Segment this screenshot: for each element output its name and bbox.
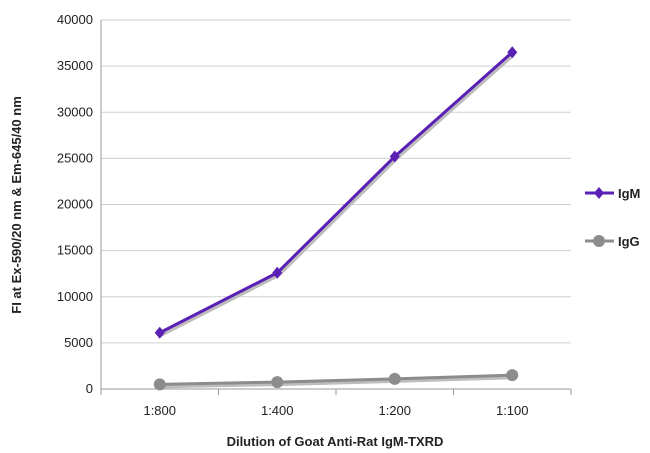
gridlines <box>101 19 571 344</box>
y-tick-label: 5000 <box>64 335 93 350</box>
series-group <box>153 46 519 391</box>
legend-item-igm: IgM <box>585 186 640 201</box>
y-axis-title: FI at Ex-590/20 nm & Em-645/40 nm <box>9 96 24 313</box>
x-tick-labels: 1:800 1:400 1:200 1:100 <box>143 403 528 418</box>
x-tick-label: 1:800 <box>143 403 176 418</box>
legend-swatch-marker <box>593 235 605 247</box>
data-point <box>272 266 283 279</box>
series-line <box>159 373 513 386</box>
data-point <box>388 372 401 385</box>
x-axis-title: Dilution of Goat Anti-Rat IgM-TXRD <box>227 434 444 449</box>
data-point <box>389 150 400 163</box>
legend-item-igg: IgG <box>585 234 640 249</box>
y-tick-label: 35000 <box>57 58 93 73</box>
y-tick-label: 40000 <box>57 12 93 27</box>
series-line <box>159 51 514 335</box>
series-line-shadow <box>161 375 514 389</box>
data-point <box>506 369 519 382</box>
x-tick-label: 1:200 <box>378 403 411 418</box>
data-point <box>153 378 166 391</box>
legend-label: IgG <box>618 234 640 249</box>
x-tick-label: 1:400 <box>261 403 294 418</box>
x-tick-label: 1:100 <box>496 403 529 418</box>
legend: IgM IgG <box>585 186 640 249</box>
series-igm <box>154 46 518 339</box>
y-tick-label: 15000 <box>57 243 93 258</box>
y-tick-label: 25000 <box>57 150 93 165</box>
y-tick-label: 0 <box>86 381 93 396</box>
y-tick-label: 10000 <box>57 289 93 304</box>
data-point <box>271 376 284 389</box>
legend-label: IgM <box>618 186 640 201</box>
y-tick-label: 20000 <box>57 197 93 212</box>
axes <box>100 20 572 395</box>
data-point <box>154 326 165 339</box>
data-point <box>507 46 518 59</box>
series-line-shadow <box>160 52 516 337</box>
y-tick-label: 30000 <box>57 104 93 119</box>
legend-swatch-marker <box>594 187 604 199</box>
series-igg <box>153 369 519 391</box>
y-tick-labels: 0 5000 10000 15000 20000 25000 30000 35000 40000 <box>57 12 93 396</box>
